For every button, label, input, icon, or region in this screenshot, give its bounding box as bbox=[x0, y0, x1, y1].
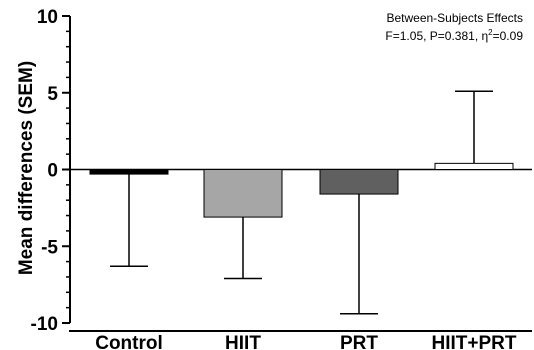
y-tick-label: 10 bbox=[37, 7, 58, 28]
annotation-stat-prefix: F=1.05, P=0.381, η bbox=[385, 29, 488, 43]
category-label: Control bbox=[95, 333, 163, 350]
category-label: HIIT+PRT bbox=[432, 333, 517, 350]
y-tick-label: -10 bbox=[31, 314, 58, 335]
bar bbox=[203, 169, 283, 218]
annotation-stat-suffix: =0.09 bbox=[493, 29, 524, 43]
bar bbox=[89, 169, 169, 175]
y-tick-label: 5 bbox=[47, 84, 58, 105]
annotation-line-1: Between-Subjects Effects bbox=[386, 11, 523, 25]
annotation-line-2: F=1.05, P=0.381, η2=0.09 bbox=[385, 28, 523, 43]
bar bbox=[434, 162, 514, 171]
y-tick-label: 0 bbox=[47, 161, 58, 182]
bar bbox=[319, 169, 399, 195]
y-tick-label: -5 bbox=[41, 237, 58, 258]
plot-area: -10 -5 0 5 10 Control HIIT PRT HIIT+PRT bbox=[31, 7, 532, 350]
y-axis-title: Mean differences (SEM) bbox=[16, 61, 37, 275]
category-label: HIIT bbox=[225, 333, 261, 350]
category-label: PRT bbox=[340, 333, 378, 350]
annotation-stat-superscript: 2 bbox=[488, 28, 493, 37]
